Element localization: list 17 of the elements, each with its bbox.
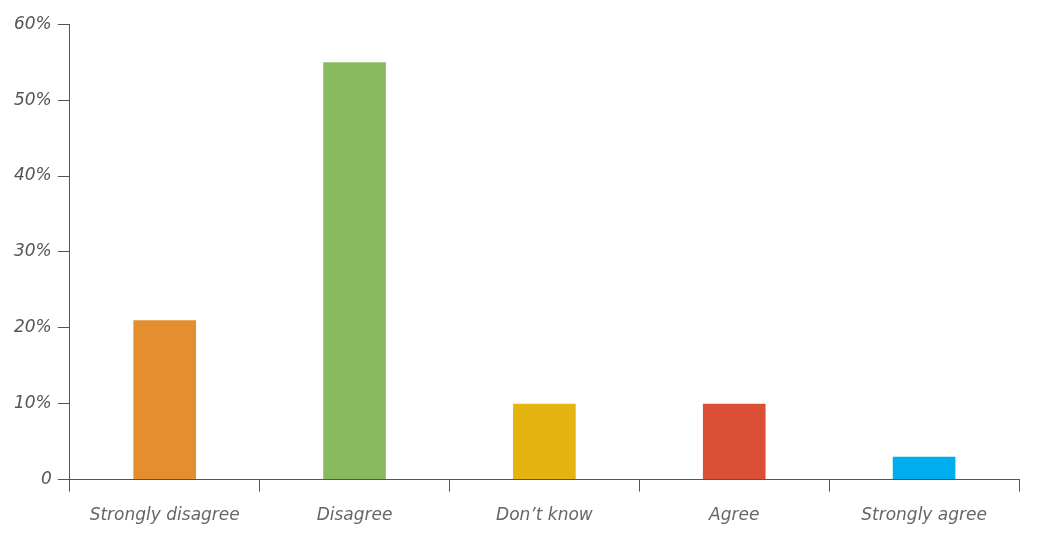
x-tick-label: Agree xyxy=(708,504,760,525)
y-tick-label: 0 xyxy=(40,468,52,489)
y-tick-label: 20% xyxy=(13,316,52,337)
bar xyxy=(702,403,766,480)
y-tick-label: 30% xyxy=(13,240,52,261)
y-tick-label: 10% xyxy=(13,392,52,413)
x-tick-label: Don’t know xyxy=(496,504,593,525)
bar xyxy=(513,403,576,480)
bar xyxy=(133,320,197,480)
x-tick-label: Strongly agree xyxy=(861,504,987,525)
y-tick-label: 50% xyxy=(13,88,52,109)
y-tick-label: 60% xyxy=(13,12,52,33)
bar xyxy=(892,456,956,480)
bar xyxy=(323,62,386,480)
x-tick-label: Disagree xyxy=(316,504,393,525)
y-tick-label: 40% xyxy=(13,164,52,185)
x-tick-label: Strongly disagree xyxy=(89,504,240,525)
